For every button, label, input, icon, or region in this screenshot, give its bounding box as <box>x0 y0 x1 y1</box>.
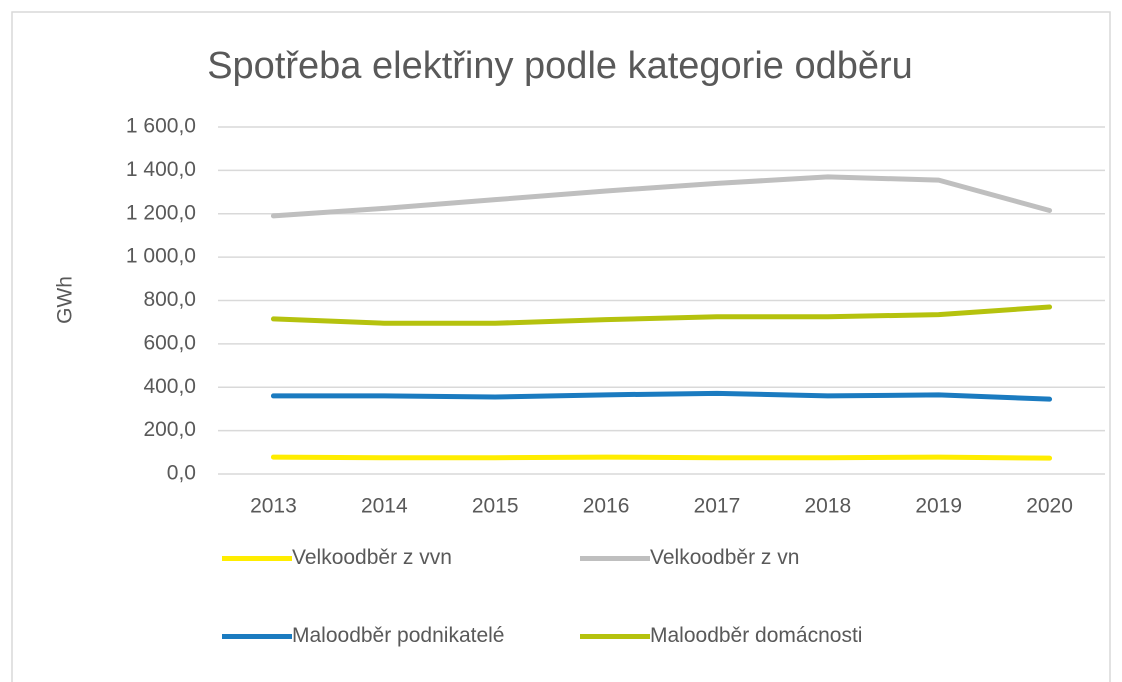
y-axis-label: GWh <box>54 276 77 324</box>
x-tick-label: 2013 <box>250 495 297 518</box>
x-tick-label: 2018 <box>804 495 851 518</box>
y-tick-label: 1 400,0 <box>126 158 196 181</box>
y-tick-label: 800,0 <box>143 288 196 311</box>
y-tick-label: 0,0 <box>167 462 196 485</box>
x-tick-label: 2017 <box>694 495 741 518</box>
y-tick-label: 600,0 <box>143 331 196 354</box>
y-tick-label: 1 600,0 <box>126 115 196 138</box>
legend-swatch <box>222 556 292 561</box>
x-tick-label: 2015 <box>472 495 519 518</box>
y-tick-label: 400,0 <box>143 375 196 398</box>
y-tick-label: 1 000,0 <box>126 245 196 268</box>
series-line <box>270 390 1053 402</box>
legend-item: Maloodběr domácnosti <box>580 621 1010 651</box>
chart-border <box>11 11 1111 682</box>
legend-label: Maloodběr podnikatelé <box>292 624 505 647</box>
x-tick-label: 2014 <box>361 495 408 518</box>
x-tick-label: 2016 <box>583 495 630 518</box>
legend-item: Maloodběr podnikatelé <box>222 621 652 651</box>
legend-swatch <box>580 634 650 639</box>
y-tick-label: 200,0 <box>143 418 196 441</box>
series-line <box>270 304 1053 326</box>
legend-label: Velkoodběr z vn <box>650 546 800 569</box>
x-tick-label: 2019 <box>915 495 962 518</box>
legend-swatch <box>580 556 650 561</box>
series-line <box>270 454 1053 461</box>
legend-label: Maloodběr domácnosti <box>650 624 863 647</box>
series-line <box>270 174 1053 219</box>
legend-item: Velkoodběr z vn <box>580 543 810 573</box>
legend-swatch <box>222 634 292 639</box>
chart-title: Spotřeba elektřiny podle kategorie odběr… <box>207 45 913 87</box>
y-tick-label: 1 200,0 <box>126 201 196 224</box>
x-tick-label: 2020 <box>1026 495 1073 518</box>
legend-item: Velkoodběr z vvn <box>222 543 592 573</box>
legend-label: Velkoodběr z vvn <box>292 546 452 569</box>
